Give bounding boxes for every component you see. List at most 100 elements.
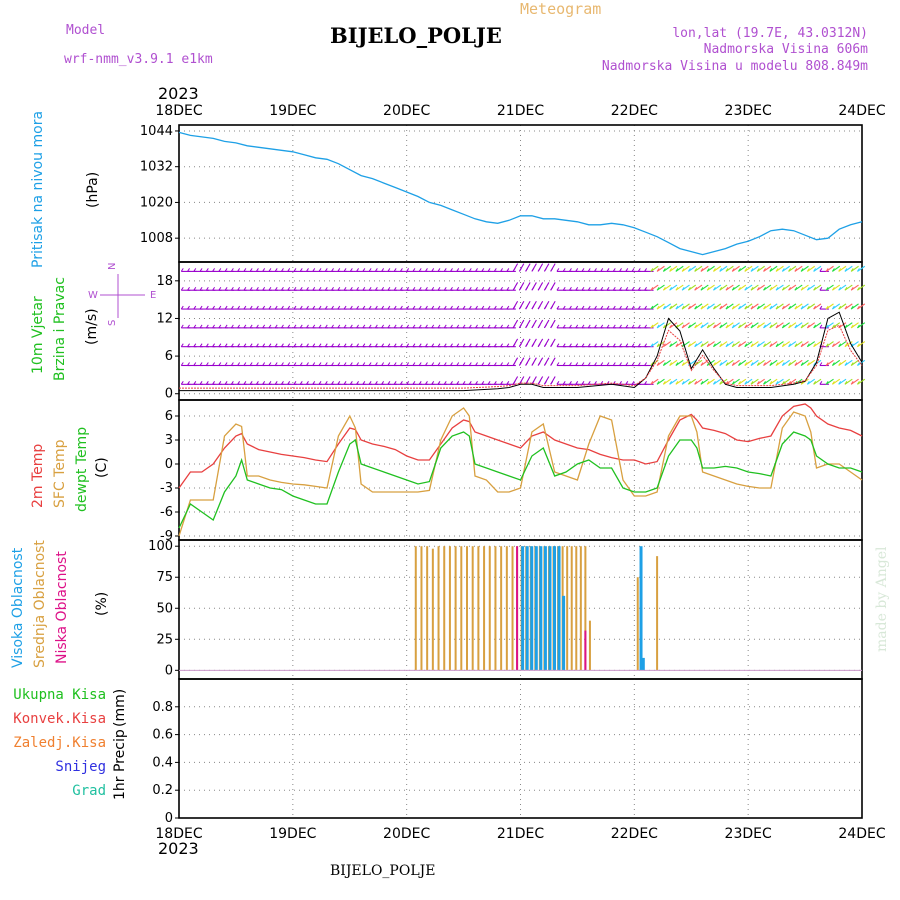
wind-barb-tick xyxy=(775,268,779,272)
wind-barb xyxy=(763,322,772,329)
model-label: Model xyxy=(66,23,105,38)
wind-barb-tick xyxy=(556,305,560,310)
wind-barb-tick xyxy=(562,324,566,329)
wind-barb xyxy=(788,303,797,310)
wind-barb-tick xyxy=(857,305,860,310)
wind-barb-tick xyxy=(268,268,272,272)
wind-barb xyxy=(825,359,834,366)
wind-barb xyxy=(706,378,715,385)
wind-barb-tick xyxy=(349,268,353,272)
wind-barb-tick xyxy=(825,381,829,385)
wind-barb-tick xyxy=(318,381,322,385)
wind-barb-tick xyxy=(575,286,579,291)
wind-barb-tick xyxy=(331,362,334,366)
wind-barb-tick xyxy=(418,362,422,366)
temp-ylabel-3: dewpt Temp xyxy=(74,427,90,512)
wind-barb-tick xyxy=(694,324,698,329)
wind-barb-tick xyxy=(806,286,810,291)
wind-barb-tick xyxy=(512,381,516,385)
wind-barb-tick xyxy=(857,343,860,347)
wind-barb-tick xyxy=(293,381,297,385)
wind-barb-tick xyxy=(831,268,835,272)
wind-barb xyxy=(694,303,703,310)
wind-barb-tick xyxy=(374,286,378,291)
wind-barb xyxy=(744,322,753,329)
precip-ylabel: 1hr Precip xyxy=(112,729,128,800)
wind-barb xyxy=(800,303,809,310)
wind-barb-tick xyxy=(719,362,723,366)
wind-barb xyxy=(775,341,784,348)
wind-barb-tick xyxy=(368,286,372,291)
wind-barb xyxy=(688,303,697,310)
ytick-label: 0 xyxy=(165,663,173,678)
wind-barb-tick xyxy=(324,305,328,310)
wind-barb-tick xyxy=(706,343,710,347)
wind-barb-tick xyxy=(199,286,203,291)
mid-cloud-bar xyxy=(460,546,463,671)
wind-barb-tick xyxy=(781,343,785,347)
ytick-label: 75 xyxy=(156,570,173,585)
wind-barb-tick xyxy=(324,268,328,272)
wind-barb-tick xyxy=(512,343,516,347)
wind-barb-tick xyxy=(669,324,673,329)
wind-barb xyxy=(775,359,784,366)
wind-barb-tick xyxy=(399,343,403,347)
wind-barb xyxy=(719,359,728,366)
high-cloud-bar xyxy=(639,546,643,671)
wind-barb-tick xyxy=(794,343,798,347)
wind-barb-tick xyxy=(475,362,478,366)
wind-barb-tick xyxy=(537,362,541,366)
mid-cloud-bar xyxy=(443,546,446,671)
wind-barb-tick xyxy=(857,286,860,291)
meteogram-title: Meteogram xyxy=(520,0,601,18)
wind-barb-tick xyxy=(437,381,441,385)
wind-barb-tick xyxy=(431,305,435,310)
wind-barb-tick xyxy=(744,343,748,347)
wind-barb-tick xyxy=(374,381,378,385)
wind-barb xyxy=(857,265,866,272)
wind-barb-tick xyxy=(293,343,297,347)
wind-barb-tick xyxy=(362,362,366,366)
wind-barb-tick xyxy=(437,305,441,310)
wind-barb-tick xyxy=(475,381,478,385)
wind-barb-tick xyxy=(393,343,397,347)
wind-barb-tick xyxy=(462,362,466,366)
wind-barb-tick xyxy=(431,362,435,366)
wind-barb-tick xyxy=(437,286,441,291)
wind-barb-tick xyxy=(644,362,647,366)
wind-barb-tick xyxy=(831,362,835,366)
wind-barb xyxy=(688,341,697,348)
wind-barb-tick xyxy=(381,362,385,366)
wind-barb-tick xyxy=(731,268,735,272)
temp-unit: (C) xyxy=(94,457,110,478)
wind-barb-tick xyxy=(838,381,842,385)
wind-barb xyxy=(669,303,678,310)
wind-barb xyxy=(807,359,816,366)
wind-barb xyxy=(681,341,690,348)
wind-barb-tick xyxy=(612,343,616,347)
wind-barb-tick xyxy=(725,305,729,310)
wind-barb-tick xyxy=(800,324,804,329)
wind-barb-tick xyxy=(437,343,441,347)
wind-barb-tick xyxy=(525,268,529,272)
wind-barb xyxy=(832,265,841,272)
wind-barb-tick xyxy=(412,305,416,310)
wind-barb-tick xyxy=(750,305,754,310)
wind-barb-tick xyxy=(719,343,723,347)
wind-barb-tick xyxy=(656,324,660,329)
wind-barb xyxy=(844,284,853,291)
wind-barb xyxy=(669,265,678,272)
wind-barb-tick xyxy=(700,268,704,272)
wind-barb-tick xyxy=(187,268,190,272)
wind-barb-tick xyxy=(249,381,253,385)
wind-barb-tick xyxy=(224,324,228,329)
wind-barb-tick xyxy=(331,324,334,329)
wind-barb-tick xyxy=(537,305,541,310)
wind-barb-tick xyxy=(381,286,385,291)
wind-barb-tick xyxy=(769,362,773,366)
wind-barb xyxy=(813,322,822,329)
wind-barb-tick xyxy=(656,362,660,366)
wind-barb-tick xyxy=(456,324,460,329)
wind-barb-tick xyxy=(857,362,860,366)
wind-barb-tick xyxy=(550,362,554,366)
